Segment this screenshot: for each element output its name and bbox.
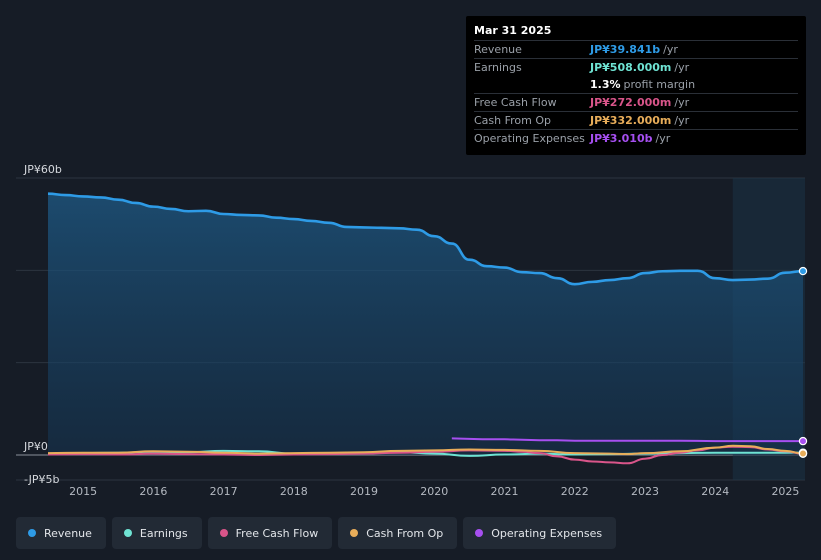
tooltip-value: 1.3%: [590, 78, 621, 91]
revenue-area-fill: [48, 193, 803, 456]
x-tick-label: 2023: [631, 485, 659, 498]
legend-label: Free Cash Flow: [235, 526, 319, 540]
y-tick-label: -JP¥5b: [24, 473, 59, 486]
x-tick-label: 2020: [420, 485, 448, 498]
y-tick-label: JP¥60b: [23, 163, 62, 176]
tooltip-unit: /yr: [674, 96, 690, 109]
tooltip-row-profit-margin: 1.3% profit margin: [474, 76, 798, 93]
legend-label: Earnings: [139, 526, 188, 540]
legend-dot-icon: [475, 529, 484, 537]
tooltip-value: JP¥332.000m: [590, 114, 672, 127]
revenue-area: [48, 193, 803, 456]
x-tick-label: 2021: [491, 485, 519, 498]
legend-dot-icon: [350, 529, 359, 537]
tooltip-value: JP¥3.010b: [590, 132, 653, 145]
x-tick-label: 2017: [210, 485, 238, 498]
cash-from-op-end-marker: [798, 449, 808, 458]
tooltip-value: JP¥272.000m: [590, 96, 672, 109]
revenue-line: [47, 192, 804, 286]
tooltip-value: JP¥39.841b: [590, 43, 661, 56]
x-tick-label: 2025: [771, 485, 799, 498]
data-tooltip: Mar 31 2025 Revenue JP¥39.841b /yr Earni…: [466, 16, 806, 155]
x-tick-label: 2022: [561, 485, 589, 498]
legend-label: Operating Expenses: [491, 526, 603, 540]
legend-dot-icon: [123, 529, 132, 537]
tooltip-row-operating-expenses: Operating Expenses JP¥3.010b /yr: [474, 129, 798, 147]
tooltip-unit: /yr: [655, 132, 671, 145]
y-axis-labels: JP¥60b JP¥0 -JP¥5b: [23, 163, 62, 486]
tooltip-row-earnings: Earnings JP¥508.000m /yr: [474, 58, 798, 76]
x-tick-label: 2015: [69, 485, 97, 498]
tooltip-unit: profit margin: [623, 78, 696, 91]
x-axis-labels: 2015 2016 2017 2018 2019 2020 2021 2022 2023 2024…: [69, 485, 799, 498]
legend-item-earnings[interactable]: Earnings: [111, 517, 202, 549]
revenue-end-marker: [798, 266, 808, 276]
chart-legend: Revenue Earnings Free Cash Flow Cash Fro…: [16, 517, 617, 549]
tooltip-value: JP¥508.000m: [590, 61, 672, 74]
tooltip-row-cash-from-op: Cash From Op JP¥332.000m /yr: [474, 111, 798, 129]
cash-from-op-line: [47, 444, 804, 456]
operating-expenses-line: [451, 437, 804, 443]
series-lines: [47, 192, 804, 465]
legend-item-cash-from-op[interactable]: Cash From Op: [338, 517, 458, 549]
tooltip-unit: /yr: [674, 114, 690, 127]
tooltip-label: [474, 76, 590, 93]
tooltip-label: Earnings: [474, 61, 522, 74]
tooltip-unit: /yr: [674, 61, 690, 74]
legend-dot-icon: [28, 529, 36, 537]
tooltip-date: Mar 31 2025: [474, 24, 552, 37]
tooltip-label: Operating Expenses: [474, 132, 585, 145]
tooltip-unit: /yr: [663, 43, 678, 56]
series-end-markers: [798, 266, 808, 458]
legend-item-operating-expenses[interactable]: Operating Expenses: [463, 517, 617, 549]
tooltip-row-revenue: Revenue JP¥39.841b /yr: [474, 40, 798, 58]
y-tick-label: JP¥0: [23, 440, 48, 453]
x-tick-label: 2016: [139, 485, 167, 498]
legend-dot-icon: [219, 529, 228, 537]
tooltip-label: Revenue: [474, 43, 522, 56]
x-tick-label: 2019: [350, 485, 378, 498]
legend-item-revenue[interactable]: Revenue: [16, 517, 106, 549]
tooltip-row-free-cash-flow: Free Cash Flow JP¥272.000m /yr: [474, 93, 798, 111]
legend-label: Cash From Op: [366, 526, 444, 540]
tooltip-label: Cash From Op: [474, 114, 552, 127]
tooltip-label: Free Cash Flow: [474, 96, 557, 109]
legend-label: Revenue: [44, 526, 92, 540]
legend-item-free-cash-flow[interactable]: Free Cash Flow: [207, 517, 333, 549]
x-tick-label: 2024: [701, 485, 729, 498]
x-tick-label: 2018: [280, 485, 308, 498]
operating-expenses-end-marker: [798, 436, 808, 446]
